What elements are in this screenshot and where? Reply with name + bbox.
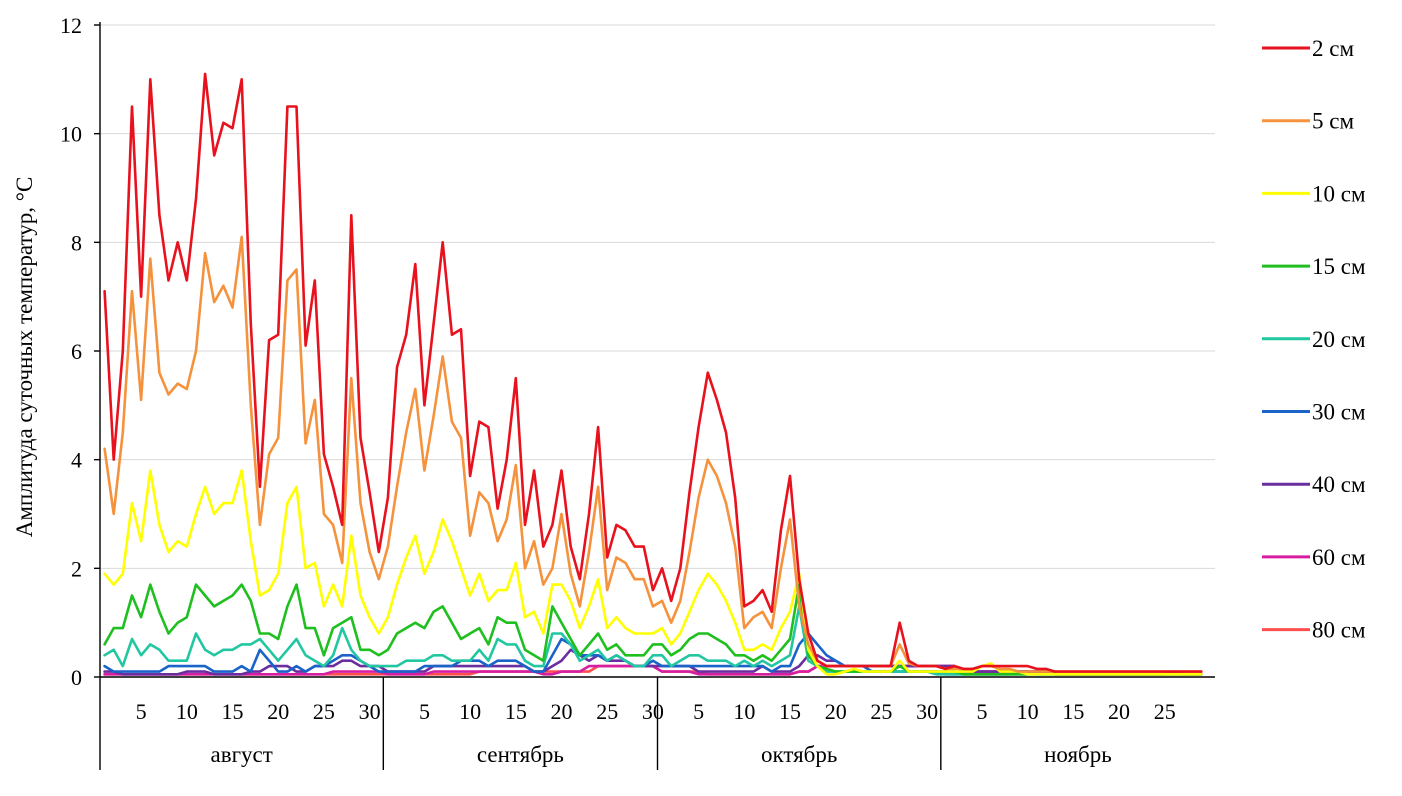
x-tick-label: 5 [693, 699, 704, 724]
x-tick-label: 15 [1062, 699, 1084, 724]
legend-label: 40 см [1312, 472, 1366, 497]
y-tick-label: 4 [71, 448, 82, 473]
y-tick-label: 10 [60, 122, 82, 147]
series-lines [103, 72, 1203, 676]
month-label: ноябрь [1044, 742, 1112, 767]
series-line-5-см [103, 235, 1203, 673]
legend-label: 2 см [1312, 36, 1354, 61]
x-tick-label: 10 [1017, 699, 1039, 724]
legend-label: 20 см [1312, 327, 1366, 352]
x-tick-label: 10 [733, 699, 755, 724]
month-label: сентябрь [477, 742, 564, 767]
legend-label: 15 см [1312, 254, 1366, 279]
axes: 0 2 4 6 8 10 12 5 10 15 20 25 30 август 5 10 15 20 25 30 сен… [60, 13, 1215, 770]
legend: 2 см 5 см 10 см 15 см 20 см 30 см 40 см 60 см 80… [1262, 36, 1366, 643]
y-tick-label: 2 [71, 556, 82, 581]
x-tick-label: 20 [1108, 699, 1130, 724]
legend-label: 60 см [1312, 545, 1366, 570]
series-line-2-см [103, 72, 1203, 673]
y-tick-label: 6 [71, 339, 82, 364]
y-tick-label: 8 [71, 230, 82, 255]
legend-label: 5 см [1312, 109, 1354, 134]
month-label: октябрь [761, 742, 837, 767]
y-axis-title: Амплитуда суточных температур, °С [12, 177, 37, 538]
x-tick-label: 5 [976, 699, 987, 724]
y-tick-label: 0 [71, 665, 82, 690]
series-line-20-см [103, 605, 1203, 676]
x-tick-label: 30 [916, 699, 938, 724]
legend-label: 30 см [1312, 400, 1366, 425]
series-line-15-см [103, 583, 1203, 676]
x-tick-label: 10 [459, 699, 481, 724]
x-tick-label: 15 [779, 699, 801, 724]
x-tick-label: 5 [136, 699, 147, 724]
x-tick-label: 25 [313, 699, 335, 724]
x-tick-label: 25 [596, 699, 618, 724]
x-tick-label: 20 [551, 699, 573, 724]
x-tick-label: 30 [359, 699, 381, 724]
legend-label: 80 см [1312, 618, 1366, 643]
x-tick-label: 30 [642, 699, 664, 724]
x-tick-label: 5 [419, 699, 430, 724]
gridlines [100, 24, 1215, 569]
x-tick-label: 25 [1154, 699, 1176, 724]
x-tick-label: 10 [176, 699, 198, 724]
x-tick-label: 15 [222, 699, 244, 724]
legend-label: 10 см [1312, 181, 1366, 206]
x-tick-label: 15 [505, 699, 527, 724]
x-tick-label: 20 [267, 699, 289, 724]
x-tick-label: 20 [825, 699, 847, 724]
x-tick-label: 25 [870, 699, 892, 724]
month-label: август [211, 742, 273, 767]
y-tick-label: 12 [60, 13, 82, 38]
